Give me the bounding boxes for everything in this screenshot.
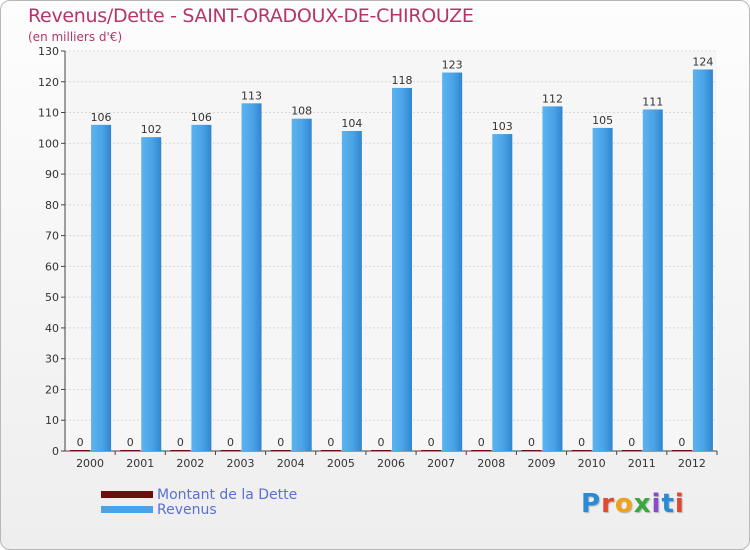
bar-revenue [141,137,162,451]
x-tick-label: 2002 [176,457,204,470]
bar-revenue [341,131,362,451]
data-label-debt: 0 [428,436,435,449]
x-tick-label: 2001 [126,457,154,470]
data-label-revenue: 103 [492,120,513,133]
proxiti-logo: Proxiti [581,489,685,519]
data-label-revenue: 102 [141,123,162,136]
y-tick-label: 100 [38,137,59,150]
data-label-revenue: 111 [642,95,663,108]
x-tick-label: 2005 [327,457,355,470]
x-tick-label: 2009 [527,457,555,470]
bar-debt [371,450,391,451]
y-tick-label: 120 [38,76,59,89]
x-tick-label: 2008 [477,457,505,470]
x-tick-label: 2003 [227,457,255,470]
bar-debt [521,450,542,451]
y-tick-label: 90 [45,168,59,181]
data-label-debt: 0 [628,436,635,449]
x-tick-label: 2007 [427,457,455,470]
bar-debt [571,450,592,451]
bar-revenue [492,134,513,452]
data-label-debt: 0 [378,436,385,449]
y-tick-label: 130 [38,45,59,58]
bar-debt [671,450,692,451]
chart-subtitle: (en milliers d'€) [28,30,123,44]
data-label-revenue: 108 [291,105,312,118]
legend-swatch-debt [101,491,153,498]
y-tick-label: 30 [45,353,59,366]
bar-revenue [291,118,312,451]
logo-letter: i [674,489,685,519]
data-label-revenue: 106 [91,111,112,124]
bar-debt [120,450,141,451]
data-label-debt: 0 [528,436,535,449]
data-label-revenue: 112 [542,92,563,105]
bar-debt [170,450,191,451]
legend-label-debt: Montant de la Dette [157,487,298,503]
x-tick-label: 2006 [377,457,405,470]
bar-debt [471,450,492,451]
bar-revenue [392,87,412,451]
data-label-debt: 0 [227,436,234,449]
bar-debt [220,450,241,451]
x-tick-label: 2000 [76,457,104,470]
y-tick-label: 70 [45,230,59,243]
y-tick-label: 60 [45,260,59,273]
y-tick-label: 50 [45,291,59,304]
bar-revenue [442,72,463,452]
data-label-revenue: 113 [241,89,262,102]
data-label-revenue: 123 [442,59,463,72]
x-tick-label: 2004 [277,457,305,470]
bar-revenue [592,127,613,451]
bar-revenue [692,69,713,451]
logo-letter: x [633,489,652,519]
x-tick-label: 2012 [678,457,706,470]
bar-debt [70,450,91,451]
logo-letter: r [601,489,615,519]
bar-revenue [642,109,663,451]
data-label-debt: 0 [277,436,284,449]
x-tick-label: 2010 [578,457,606,470]
legend-label-revenue: Revenus [157,502,217,518]
logo-letter: P [581,489,602,519]
data-label-debt: 0 [578,436,585,449]
data-label-revenue: 118 [392,74,413,87]
y-tick-label: 20 [45,383,59,396]
data-label-revenue: 105 [592,114,613,127]
bar-debt [320,450,341,451]
chart-title: Revenus/Dette - SAINT-ORADOUX-DE-CHIROUZ… [28,5,474,27]
logo-letter: i [651,489,662,519]
y-tick-label: 0 [52,445,59,458]
bar-debt [421,450,442,451]
y-tick-label: 110 [38,107,59,120]
data-label-debt: 0 [177,436,184,449]
bar-revenue [91,124,112,451]
data-label-revenue: 106 [191,111,212,124]
bar-revenue [542,106,563,451]
data-label-debt: 0 [127,436,134,449]
data-label-debt: 0 [678,436,685,449]
data-label-debt: 0 [478,436,485,449]
data-label-debt: 0 [327,436,334,449]
logo-letter: t [661,489,675,519]
data-label-revenue: 104 [341,117,362,130]
plot-area [65,51,717,451]
bar-debt [270,450,291,451]
bar-revenue [191,124,212,451]
legend-swatch-revenue [101,506,153,513]
x-tick-label: 2011 [628,457,656,470]
y-tick-label: 40 [45,322,59,335]
y-tick-label: 80 [45,199,59,212]
data-label-debt: 0 [77,436,84,449]
bar-revenue [241,103,262,452]
bar-debt [621,450,642,451]
data-label-revenue: 124 [692,55,713,68]
y-tick-label: 10 [45,414,59,427]
logo-letter: o [614,489,634,519]
